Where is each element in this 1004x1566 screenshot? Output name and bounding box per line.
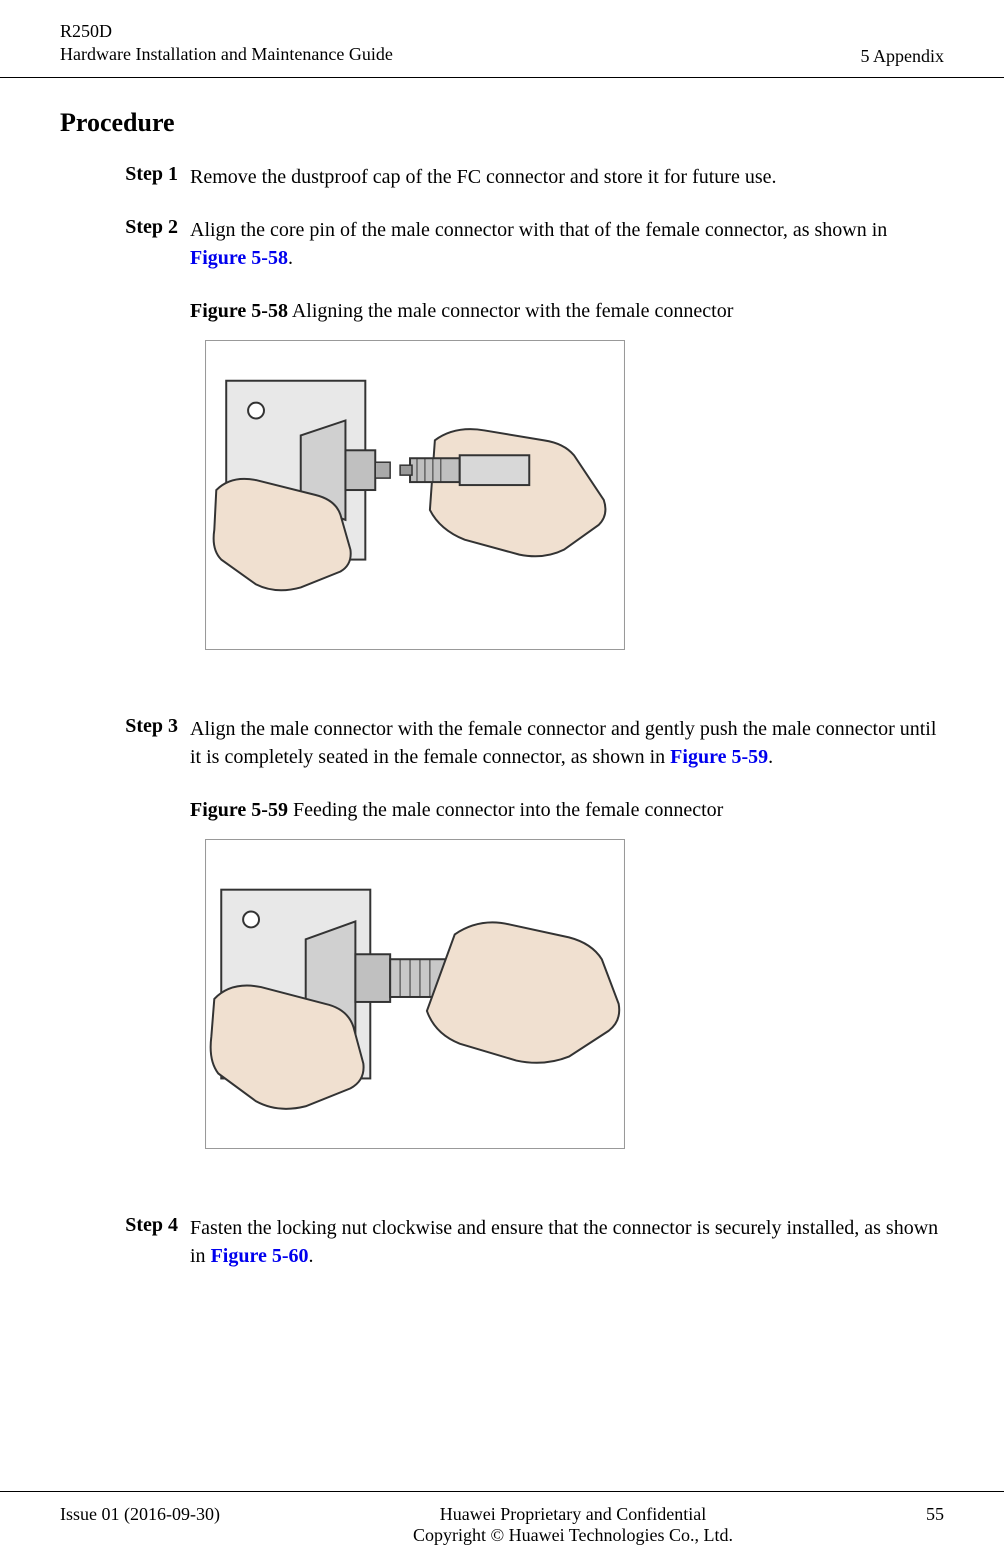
step-1-body: Remove the dustproof cap of the FC conne… (190, 163, 944, 191)
footer-center: Huawei Proprietary and Confidential Copy… (413, 1504, 733, 1546)
step-1-label: Step 1 (110, 163, 190, 191)
figure-5-58-caption-text: Aligning the male connector with the fem… (288, 300, 733, 322)
page-header: R250D Hardware Installation and Maintena… (0, 0, 1004, 78)
figure-5-58-label: Figure 5-58 (190, 300, 288, 322)
step-3-text-before: Align the male connector with the female… (190, 718, 936, 768)
header-section: 5 Appendix (861, 46, 945, 67)
step-3-body: Align the male connector with the female… (190, 715, 944, 1189)
step-2-body: Align the core pin of the male connector… (190, 216, 944, 690)
product-name: R250D (60, 20, 393, 43)
footer-copyright: Copyright © Huawei Technologies Co., Ltd… (413, 1525, 733, 1546)
footer-page-number: 55 (926, 1504, 944, 1525)
step-2: Step 2 Align the core pin of the male co… (110, 216, 944, 690)
figure-5-59-caption: Figure 5-59 Feeding the male connector i… (190, 796, 944, 824)
connector-align-icon (206, 341, 624, 649)
doc-title: Hardware Installation and Maintenance Gu… (60, 43, 393, 66)
figure-5-58-image (205, 340, 625, 650)
step-1: Step 1 Remove the dustproof cap of the F… (110, 163, 944, 191)
step-3-text-after: . (768, 746, 773, 768)
step-2-text-after: . (288, 247, 293, 269)
header-left: R250D Hardware Installation and Maintena… (60, 20, 393, 67)
connector-feed-icon (206, 840, 624, 1148)
content-area: Procedure Step 1 Remove the dustproof ca… (0, 108, 1004, 1270)
step-2-label: Step 2 (110, 216, 190, 690)
figure-5-58-caption: Figure 5-58 Aligning the male connector … (190, 297, 944, 325)
procedure-heading: Procedure (60, 108, 944, 138)
step-3: Step 3 Align the male connector with the… (110, 715, 944, 1189)
footer-confidential: Huawei Proprietary and Confidential (413, 1504, 733, 1525)
figure-5-60-link[interactable]: Figure 5-60 (211, 1245, 309, 1267)
figure-5-58-link[interactable]: Figure 5-58 (190, 247, 288, 269)
footer-issue: Issue 01 (2016-09-30) (60, 1504, 220, 1525)
step-2-text-before: Align the core pin of the male connector… (190, 219, 887, 241)
step-4-text-after: . (309, 1245, 314, 1267)
step-4: Step 4 Fasten the locking nut clockwise … (110, 1214, 944, 1270)
step-4-label: Step 4 (110, 1214, 190, 1270)
figure-5-59-link[interactable]: Figure 5-59 (670, 746, 768, 768)
figure-5-59-caption-text: Feeding the male connector into the fema… (288, 799, 723, 821)
step-4-body: Fasten the locking nut clockwise and ens… (190, 1214, 944, 1270)
figure-5-59-image (205, 839, 625, 1149)
step-3-label: Step 3 (110, 715, 190, 1189)
page-footer: Issue 01 (2016-09-30) Huawei Proprietary… (0, 1491, 1004, 1546)
figure-5-59-label: Figure 5-59 (190, 799, 288, 821)
